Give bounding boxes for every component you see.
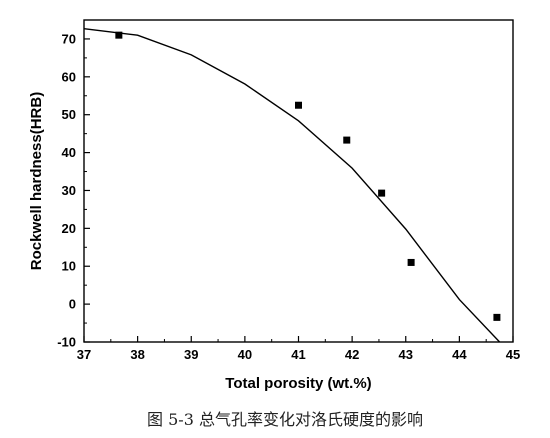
x-tick-label: 42 xyxy=(345,347,359,362)
x-tick-label: 38 xyxy=(130,347,144,362)
data-point xyxy=(115,31,123,39)
data-point xyxy=(407,258,415,266)
figure-caption: 图 5-3 总气孔率变化对洛氏硬度的影响 xyxy=(147,410,423,429)
plot-frame xyxy=(83,19,514,343)
fit-curve xyxy=(83,28,501,343)
y-tick-label: 20 xyxy=(62,221,76,236)
x-axis-title: Total porosity (wt.%) xyxy=(225,375,371,392)
y-tick-label: 40 xyxy=(62,145,76,160)
data-point xyxy=(343,136,351,144)
y-axis-ticks: -10 0 10 20 30 40 50 60 70 xyxy=(57,19,90,350)
y-tick-label: 60 xyxy=(62,69,76,84)
y-tick-label: 50 xyxy=(62,107,76,122)
x-axis-ticks: 37 38 39 40 41 42 43 44 45 xyxy=(77,336,520,362)
y-tick-label: 10 xyxy=(62,259,76,274)
data-points xyxy=(115,31,501,321)
y-tick-label: -10 xyxy=(57,335,76,350)
y-tick-label: 70 xyxy=(62,31,76,46)
y-axis-title: Rockwell hardness(HRB) xyxy=(28,92,45,270)
data-point xyxy=(378,189,386,197)
y-tick-label: 30 xyxy=(62,183,76,198)
y-tick-label: 0 xyxy=(69,297,76,312)
data-point xyxy=(295,101,302,109)
x-tick-label: 40 xyxy=(238,347,252,362)
data-point xyxy=(493,313,501,321)
x-tick-label: 41 xyxy=(291,347,305,362)
x-tick-label: 45 xyxy=(506,347,520,362)
x-tick-label: 37 xyxy=(77,347,91,362)
x-tick-label: 43 xyxy=(399,347,413,362)
x-tick-label: 44 xyxy=(452,347,467,362)
x-tick-label: 39 xyxy=(184,347,198,362)
